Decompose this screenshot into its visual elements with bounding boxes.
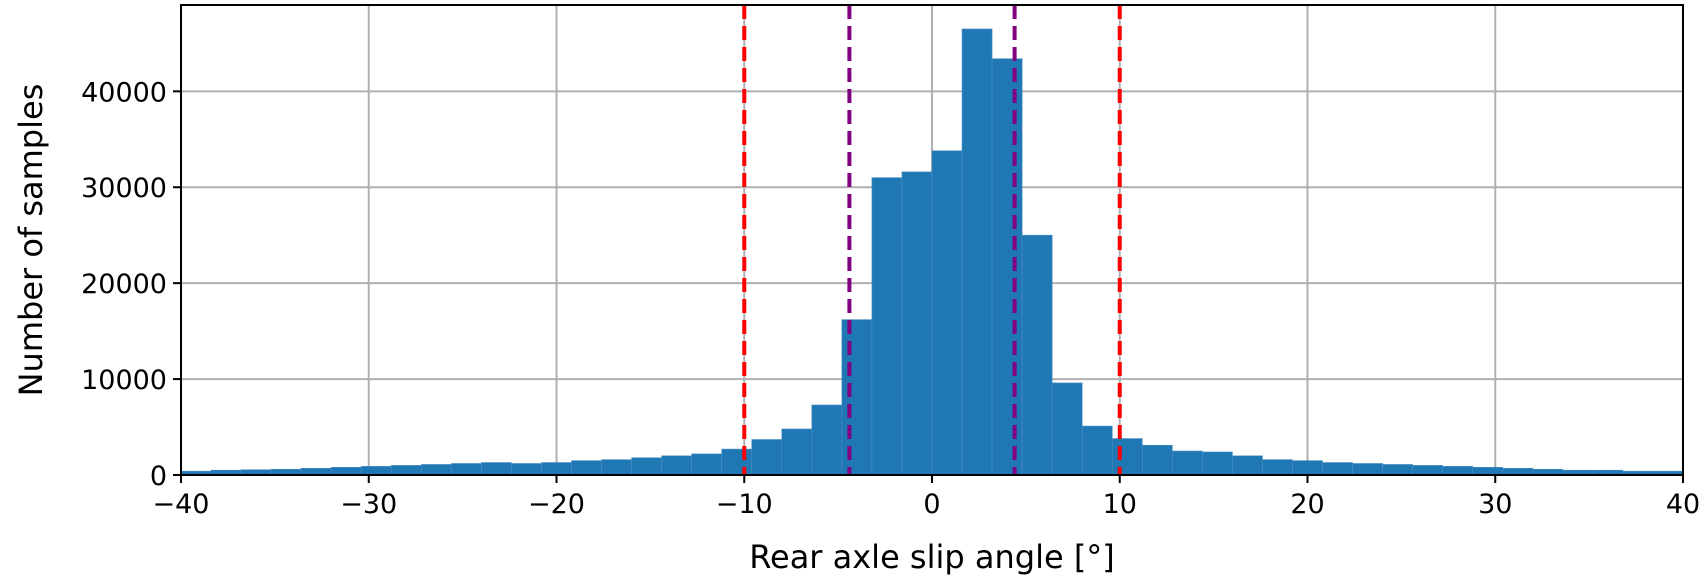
x-tick-label: −40 bbox=[153, 489, 210, 520]
histogram-bar bbox=[691, 453, 723, 476]
x-tick-label: −30 bbox=[340, 489, 397, 520]
histogram-bar bbox=[1111, 438, 1143, 476]
histogram-bar bbox=[1262, 459, 1293, 476]
y-tick-label: 0 bbox=[150, 461, 167, 492]
histogram-bar bbox=[1051, 382, 1083, 476]
histogram-bar bbox=[1232, 455, 1263, 476]
x-tick-label: 30 bbox=[1478, 489, 1512, 520]
histogram-bar bbox=[300, 467, 332, 476]
x-tick-label: 0 bbox=[923, 489, 940, 520]
axis-ticks: −40 −30 −20 −10 0 10 20 30 40 0 10000 20000 30000 400… bbox=[81, 77, 1700, 520]
histogram-bar bbox=[1412, 465, 1443, 476]
histogram-bar bbox=[451, 463, 482, 476]
histogram-bar bbox=[1322, 462, 1353, 476]
histogram-bar bbox=[841, 319, 873, 476]
histogram-bar bbox=[991, 58, 1023, 476]
histogram-bar bbox=[901, 171, 933, 476]
histogram-bar bbox=[481, 462, 512, 476]
x-tick-label: −10 bbox=[716, 489, 773, 520]
histogram-bar bbox=[1472, 467, 1504, 476]
histogram-bar bbox=[330, 467, 362, 476]
histogram-bar bbox=[1352, 463, 1383, 476]
histogram-bar bbox=[1081, 425, 1113, 476]
y-tick-label: 20000 bbox=[81, 269, 167, 300]
histogram-bar bbox=[661, 455, 692, 476]
y-axis-label: Number of samples bbox=[12, 84, 50, 397]
threshold-lines bbox=[742, 5, 1122, 475]
histogram-bar bbox=[421, 464, 452, 476]
x-tick-label: 10 bbox=[1103, 489, 1137, 520]
histogram-bar bbox=[1202, 451, 1233, 476]
histogram-bar bbox=[541, 462, 572, 476]
histogram-bar bbox=[1382, 464, 1413, 476]
histogram-bar bbox=[751, 439, 783, 476]
y-tick-label: 10000 bbox=[81, 365, 167, 396]
histogram-bar bbox=[511, 463, 542, 476]
y-tick-label: 30000 bbox=[81, 173, 167, 204]
histogram-bar bbox=[571, 460, 602, 476]
x-axis-label: Rear axle slip angle [°] bbox=[749, 538, 1115, 576]
histogram-bar bbox=[811, 404, 843, 476]
histogram-bar bbox=[1141, 444, 1173, 476]
histogram-bar bbox=[1442, 466, 1474, 476]
histogram-bar bbox=[1502, 467, 1534, 476]
x-tick-label: 20 bbox=[1290, 489, 1324, 520]
histogram-bar bbox=[1021, 234, 1053, 476]
histogram-bar bbox=[721, 448, 753, 476]
histogram-bar bbox=[360, 466, 392, 476]
histogram-bar bbox=[1172, 450, 1203, 476]
x-tick-label: 40 bbox=[1666, 489, 1700, 520]
histogram-bar bbox=[961, 28, 993, 476]
histogram-bar bbox=[1292, 460, 1323, 476]
histogram-bar bbox=[781, 428, 813, 476]
histogram-bar bbox=[390, 465, 422, 476]
histogram-bar bbox=[871, 177, 903, 476]
histogram-bar bbox=[631, 457, 662, 476]
y-tick-label: 40000 bbox=[81, 77, 167, 108]
x-tick-label: −20 bbox=[528, 489, 585, 520]
histogram-bar bbox=[601, 459, 632, 476]
histogram-bar bbox=[931, 150, 963, 476]
